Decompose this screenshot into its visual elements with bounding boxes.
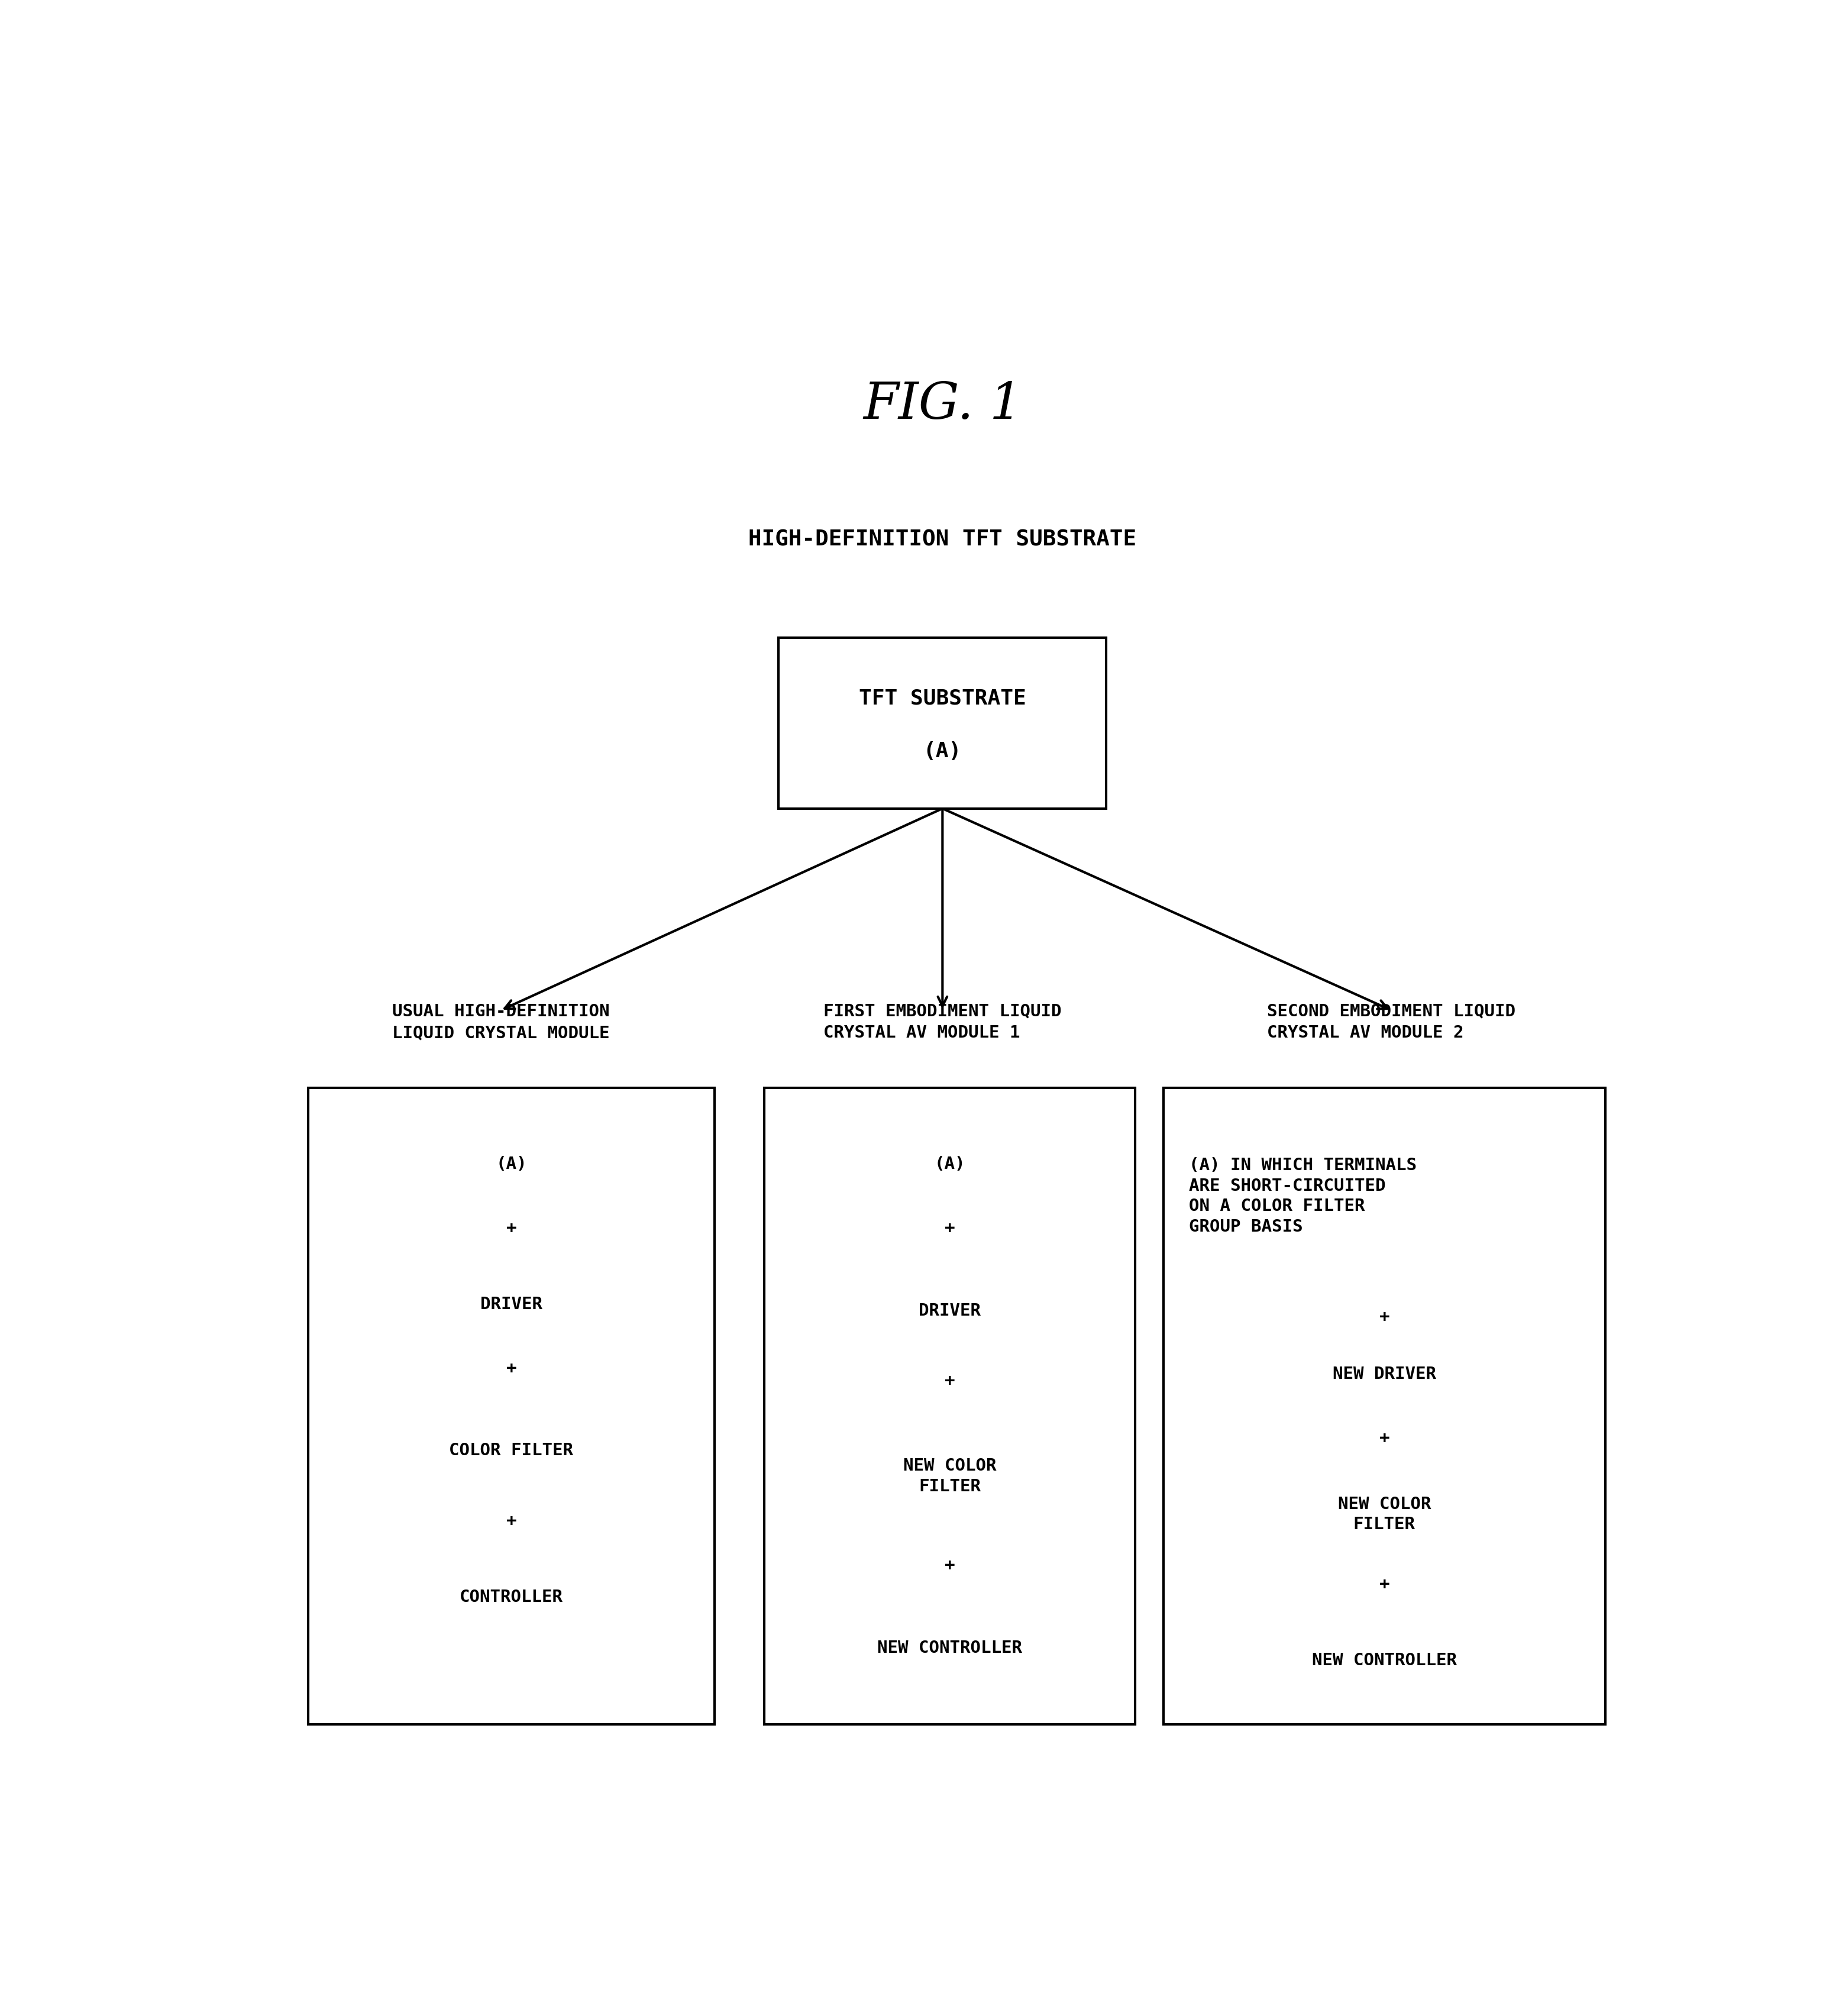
Text: (A): (A) (497, 1155, 528, 1173)
Text: NEW DRIVER: NEW DRIVER (1333, 1367, 1436, 1383)
Text: TFT SUBSTRATE: TFT SUBSTRATE (859, 687, 1026, 708)
Text: DRIVER: DRIVER (918, 1302, 980, 1318)
Text: +: + (1379, 1577, 1390, 1593)
Text: +: + (1379, 1429, 1390, 1445)
Bar (309, 1089, 714, 1724)
Text: (A): (A) (923, 742, 962, 762)
Bar (778, 637, 1107, 808)
Text: CONTROLLER: CONTROLLER (460, 1589, 563, 1605)
Bar (1164, 1089, 1605, 1724)
Text: +: + (506, 1220, 517, 1236)
Bar (765, 1089, 1135, 1724)
Text: +: + (945, 1220, 954, 1236)
Text: +: + (1379, 1308, 1390, 1325)
Text: (A): (A) (934, 1155, 965, 1173)
Text: COLOR FILTER: COLOR FILTER (449, 1441, 574, 1460)
Text: +: + (945, 1373, 954, 1389)
Text: NEW CONTROLLER: NEW CONTROLLER (877, 1639, 1022, 1657)
Text: HIGH-DEFINITION TFT SUBSTRATE: HIGH-DEFINITION TFT SUBSTRATE (748, 530, 1137, 550)
Text: FIG. 1: FIG. 1 (862, 381, 1022, 429)
Text: DRIVER: DRIVER (480, 1296, 543, 1312)
Text: NEW CONTROLLER: NEW CONTROLLER (1311, 1653, 1456, 1669)
Text: +: + (506, 1359, 517, 1377)
Text: SECOND EMBODIMENT LIQUID
CRYSTAL AV MODULE 2: SECOND EMBODIMENT LIQUID CRYSTAL AV MODU… (1267, 1004, 1515, 1042)
Text: NEW COLOR
FILTER: NEW COLOR FILTER (1337, 1496, 1431, 1532)
Text: NEW COLOR
FILTER: NEW COLOR FILTER (903, 1458, 997, 1494)
Text: +: + (945, 1556, 954, 1574)
Text: FIRST EMBODIMENT LIQUID
CRYSTAL AV MODULE 1: FIRST EMBODIMENT LIQUID CRYSTAL AV MODUL… (824, 1004, 1061, 1042)
Text: (A) IN WHICH TERMINALS
ARE SHORT-CIRCUITED
ON A COLOR FILTER
GROUP BASIS: (A) IN WHICH TERMINALS ARE SHORT-CIRCUIT… (1190, 1157, 1416, 1236)
Text: USUAL HIGH-DEFINITION
LIQUID CRYSTAL MODULE: USUAL HIGH-DEFINITION LIQUID CRYSTAL MOD… (392, 1004, 609, 1042)
Text: +: + (506, 1512, 517, 1528)
